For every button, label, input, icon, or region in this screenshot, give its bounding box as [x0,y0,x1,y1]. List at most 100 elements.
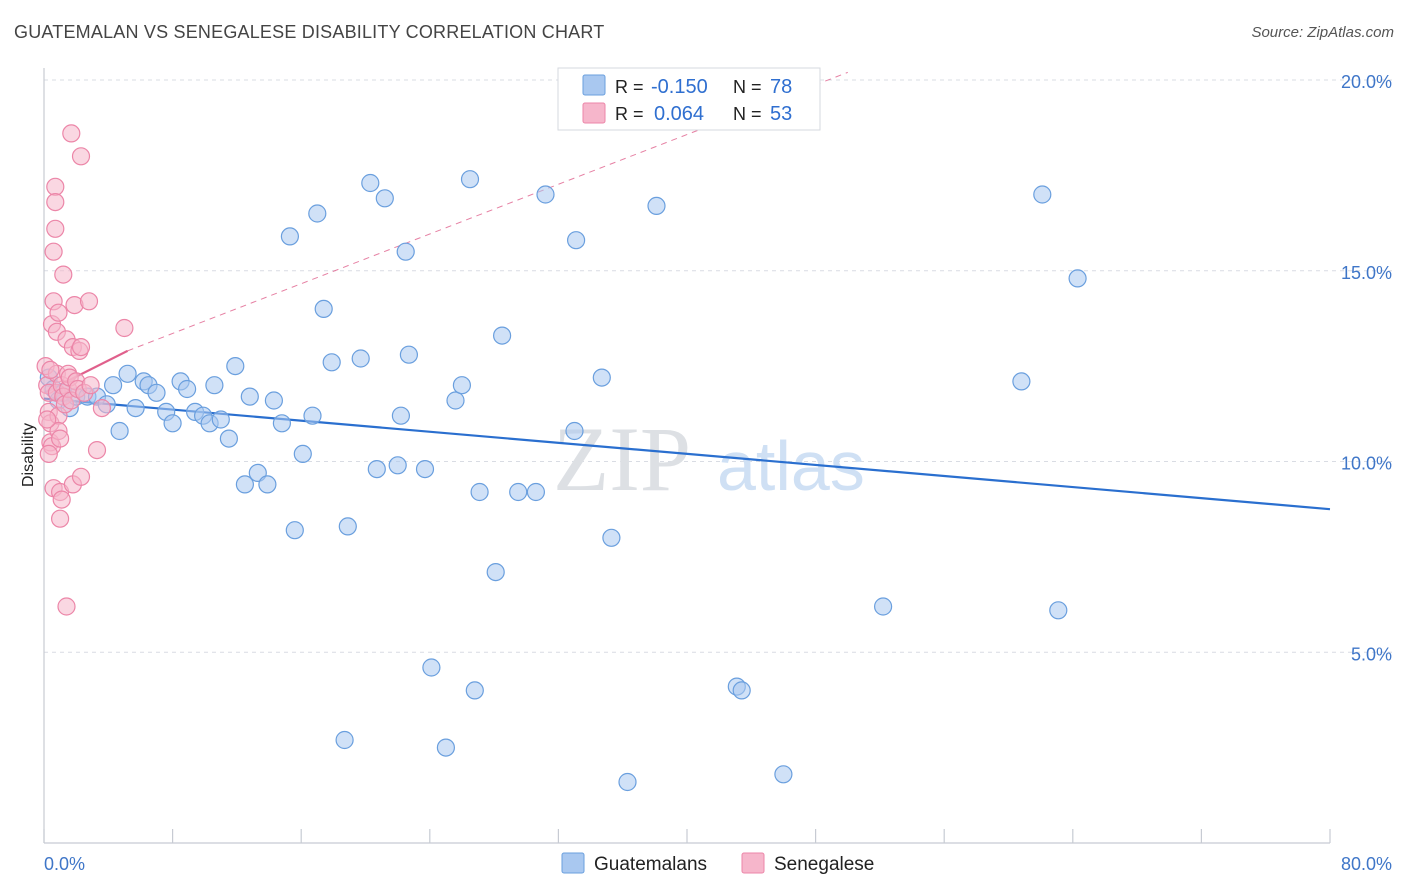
guatemalan-point [338,517,357,536]
senegalese-point [52,490,71,509]
guatemalan-point [272,414,291,433]
axis-labels: Disability 5.0% 10.0% 15.0% 20.0% 0.0% 80.0% [20,72,1392,874]
senegalese-point [54,265,73,284]
guatemalan-point [351,349,370,368]
guatemalan-point [178,379,197,399]
legend-n-value-2: 53 [770,103,792,125]
senegalese-point [38,410,57,429]
guatemalan-point [732,681,751,700]
legend-n-label-1: N = [733,77,762,97]
guatemalan-point [375,189,394,208]
guatemalan-point [509,482,528,502]
guatemalan-point [103,376,123,395]
senegalese-point [115,318,134,338]
guatemalan-point [226,357,245,376]
guatemalan-point [436,738,455,757]
guatemalan-point [526,482,546,502]
guatemalan-point [399,345,418,364]
guatemalan-point [205,376,224,395]
guatemalan-point [460,170,480,189]
guatemalan-point [118,364,137,383]
guatemalan-point [303,406,322,425]
guatemalan-point [396,242,415,261]
x-tick-label: 80.0% [1341,854,1392,874]
guatemalan-point [361,173,380,193]
guatemalan-point [219,429,238,448]
senegalese-point [50,429,70,448]
watermark: ZIP atlas [553,408,865,510]
guatemalan-point [565,421,584,441]
guatemalan-point [110,421,129,441]
guatemalan-point [452,376,471,395]
guatemalan-point [240,387,259,406]
guatemalan-point [1049,601,1068,620]
guatemalan-point [367,460,386,479]
y-tick-label: 20.0% [1341,72,1392,92]
guatemalan-point [126,399,145,418]
senegalese-point [39,444,58,463]
legend-r-label-1: R = [615,77,644,97]
guatemalan-point [873,597,893,616]
guatemalan-point [592,368,611,387]
senegalese-point [71,467,91,486]
senegalese-point [71,338,91,357]
x-tick-label: 0.0% [44,854,85,874]
guatemalan-point [415,460,435,479]
guatemalan-point [774,765,793,784]
guatemalan-point [422,658,441,677]
watermark-atlas: atlas [717,427,865,505]
data-points [36,70,1087,792]
guatemalan-point [322,353,341,372]
legend-swatch-senegalese [582,102,606,124]
guatemalan-point [280,227,299,246]
guatemalan-point [293,444,312,463]
senegalese-point [46,193,65,212]
legend-bottom: Guatemalans Senegalese [561,852,874,875]
guatemalan-point [446,391,465,410]
senegalese-point [87,441,107,460]
guatemalan-point [465,681,484,700]
guatemalan-point [264,391,283,410]
guatemalan-point [486,562,505,582]
senegalese-point [62,124,81,143]
guatemalan-trend-line [43,397,1331,511]
guatemalan-point [618,772,637,792]
guatemalan-point [258,475,277,494]
senegalese-point [41,360,60,379]
chart-title: GUATEMALAN VS SENEGALESE DISABILITY CORR… [14,22,605,42]
guatemalan-point [1012,372,1031,391]
senegalese-point [92,399,112,418]
guatemalan-point [285,521,304,540]
senegalese-point [44,242,63,261]
senegalese-point [49,303,68,322]
legend-bottom-label-guatemalans: Guatemalans [594,854,707,875]
y-axis-title: Disability [20,423,37,487]
legend-r-label-2: R = [615,104,644,124]
legend-n-label-2: N = [733,104,762,124]
guatemalan-point [647,196,666,215]
senegalese-point [46,177,65,196]
guatemalan-point [235,475,254,494]
guatemalan-point [147,383,166,402]
legend-r-value-2: 0.064 [654,103,704,125]
legend-top: R = -0.150 N = 78 R = 0.064 N = 53 [557,67,821,131]
guatemalan-point [388,456,407,475]
guatemalan-point [602,528,621,547]
legend-bottom-label-senegalese: Senegalese [774,854,874,875]
grid [44,79,1392,653]
guatemalan-point [493,326,512,345]
guatemalan-point [335,730,354,750]
y-tick-label: 10.0% [1341,454,1392,474]
y-tick-label: 5.0% [1351,644,1392,664]
guatemalan-point [470,482,489,502]
senegalese-point [57,597,76,616]
guatemalan-point [391,406,410,425]
senegalese-point [50,509,70,528]
legend-r-value-1: -0.150 [651,76,708,98]
legend-bottom-swatch-senegalese [741,852,765,874]
guatemalan-point [1068,269,1087,288]
guatemalan-point [211,410,230,429]
guatemalan-point [314,299,333,318]
guatemalan-point [566,231,586,250]
